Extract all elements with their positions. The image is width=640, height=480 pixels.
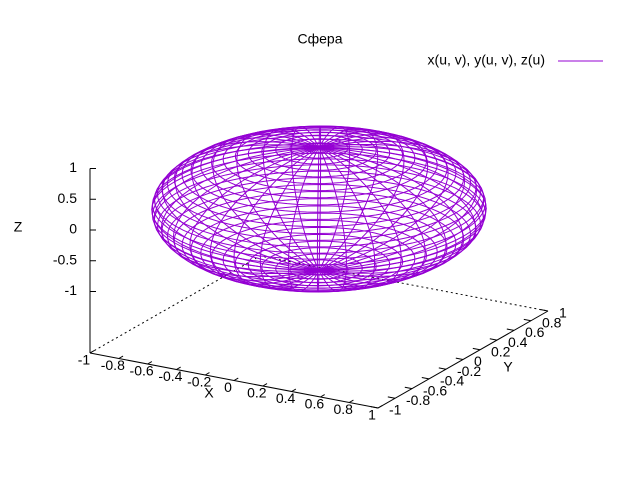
y-tick-label: -0.8: [406, 392, 430, 408]
wireframe: [318, 125, 322, 271]
wireframe: [316, 147, 320, 293]
y-tick: [387, 396, 396, 399]
x-tick-label: 0.8: [333, 401, 353, 417]
x-tick: [147, 361, 153, 365]
y-tick: [523, 318, 532, 322]
chart-title: Сфера: [298, 31, 343, 47]
x-tick-label: -0.4: [158, 368, 182, 384]
wireframe: [153, 147, 320, 272]
wireframe: [318, 130, 405, 271]
y-tick-label: 0.2: [491, 344, 511, 360]
y-tick-label: 0.4: [508, 334, 528, 350]
z-tick-label: 1: [69, 159, 77, 175]
z-tick-label: -1: [65, 282, 78, 298]
y-axis-label: Y: [503, 359, 513, 375]
wireframe: [318, 144, 478, 271]
y-tick-label: 0: [474, 353, 482, 369]
legend-label: x(u, v), y(u, v), z(u): [428, 52, 545, 68]
x-tick: [291, 388, 297, 392]
x-tick: [320, 394, 325, 398]
z-tick-label: 0: [69, 221, 77, 237]
wireframe: [318, 147, 447, 281]
y-tick: [455, 357, 464, 360]
wireframe: [318, 147, 487, 271]
y-tick: [421, 377, 430, 380]
wireframe: [259, 147, 320, 291]
wireframe: [209, 147, 320, 285]
wireframe: [318, 127, 379, 271]
x-tick-label: 0: [224, 379, 232, 395]
wireframe: [318, 147, 477, 274]
wireframe: [318, 147, 464, 277]
y-tick-label: -0.4: [440, 373, 464, 389]
x-tick: [204, 372, 210, 376]
wireframe: [318, 137, 449, 271]
wireframe: [318, 147, 347, 292]
x-tick-label: -1: [78, 352, 91, 368]
x-tick-label: -0.6: [130, 363, 154, 379]
wireframe: [318, 140, 466, 271]
wireframe: [174, 141, 320, 271]
wireframe: [172, 147, 320, 278]
wireframe: [233, 147, 320, 288]
z-tick-label: 0.5: [58, 190, 78, 206]
x-tick: [262, 383, 268, 387]
y-tick: [489, 338, 498, 341]
x-tick: [377, 405, 383, 409]
y-tick: [506, 328, 515, 331]
x-tick: [118, 355, 124, 359]
x-tick: [89, 350, 95, 354]
x-tick-label: -0.8: [101, 357, 125, 373]
wireframe: [318, 147, 484, 272]
wireframe: [318, 147, 426, 285]
y-tick-label: 0.8: [542, 314, 562, 330]
y-tick-label: 1: [559, 305, 567, 321]
y-tick: [404, 386, 413, 390]
wireframe: [287, 147, 320, 292]
y-tick: [540, 309, 549, 312]
x-tick: [348, 399, 354, 403]
x-tick-label: -0.2: [187, 374, 211, 390]
z-axis-label: Z: [14, 219, 23, 235]
y-tick-label: -0.6: [423, 382, 447, 398]
wireframe: [318, 147, 402, 288]
wireframe: [151, 147, 320, 271]
wireframe: [318, 126, 351, 271]
y-tick-label: -1: [389, 402, 402, 418]
wireframe: [160, 147, 320, 274]
y-tick-label: 0.6: [525, 324, 545, 340]
y-tick: [438, 367, 447, 370]
x-axis-label: X: [204, 385, 214, 401]
y-tick-label: -0.2: [457, 363, 481, 379]
wireframe: [318, 147, 376, 291]
x-tick-label: 0.6: [305, 396, 325, 412]
wireframe: [212, 133, 320, 271]
wireframe: [318, 133, 429, 271]
wireframe: [191, 137, 320, 271]
wireframe: [154, 146, 320, 271]
x-tick-label: 0.2: [247, 385, 267, 401]
wireframe: [161, 144, 320, 271]
z-tick-label: -0.5: [53, 251, 77, 267]
y-tick: [370, 406, 379, 409]
x-tick: [176, 366, 181, 370]
x-tick: [233, 377, 239, 381]
wireframe: [189, 147, 320, 281]
x-tick-label: 0.4: [276, 390, 296, 406]
x-tick-label: 1: [368, 407, 376, 423]
y-tick: [472, 347, 481, 351]
